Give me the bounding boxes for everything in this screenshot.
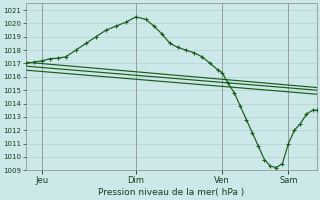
X-axis label: Pression niveau de la mer( hPa ): Pression niveau de la mer( hPa ) bbox=[98, 188, 244, 197]
